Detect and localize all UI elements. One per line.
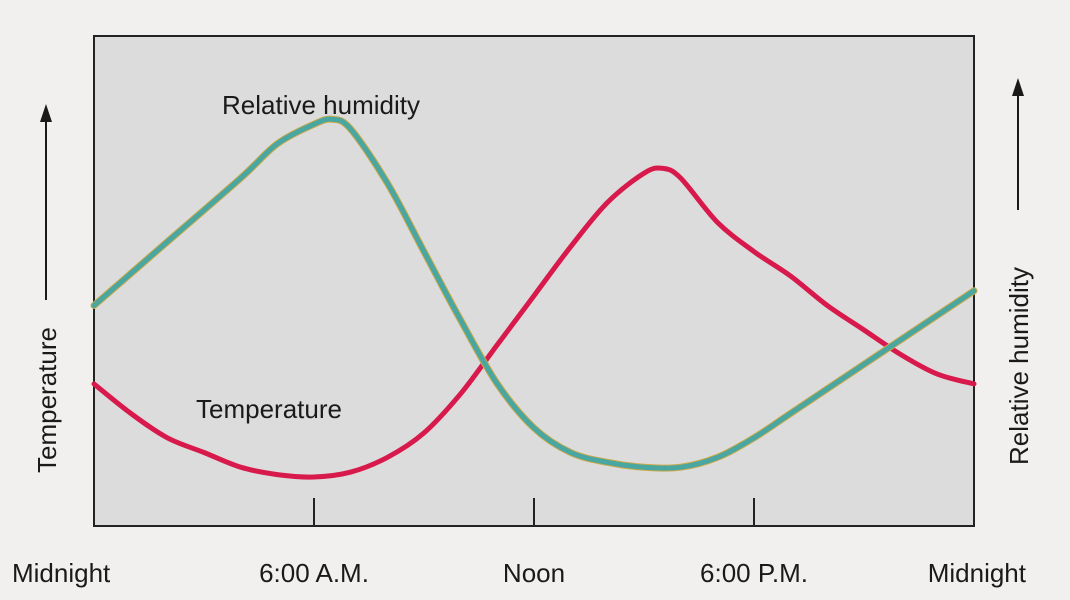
series-line-relative-humidity bbox=[91, 116, 977, 471]
x-tick-label: 6:00 A.M. bbox=[259, 558, 369, 588]
left-axis-label: Temperature bbox=[32, 327, 62, 473]
x-tick-label: 6:00 P.M. bbox=[700, 558, 808, 588]
series-label-relative-humidity: Relative humidity bbox=[222, 90, 420, 120]
x-tick-label: Midnight bbox=[12, 558, 111, 588]
series-lines bbox=[90, 115, 978, 480]
x-tick-label: Midnight bbox=[928, 558, 1027, 588]
plot-area bbox=[93, 35, 975, 527]
left-axis: Temperature bbox=[32, 104, 62, 473]
right-axis: Relative humidity bbox=[1004, 78, 1034, 465]
series-line-temperature bbox=[91, 165, 977, 480]
x-axis-tick-labels: Midnight 6:00 A.M. Noon 6:00 P.M. Midnight bbox=[12, 558, 1027, 588]
x-tick-label: Noon bbox=[503, 558, 565, 588]
right-axis-label: Relative humidity bbox=[1004, 267, 1034, 465]
left-axis-arrowhead bbox=[40, 104, 52, 122]
series-label-temperature: Temperature bbox=[196, 394, 342, 424]
x-axis-ticks bbox=[313, 498, 755, 526]
right-axis-arrowhead bbox=[1012, 78, 1024, 96]
